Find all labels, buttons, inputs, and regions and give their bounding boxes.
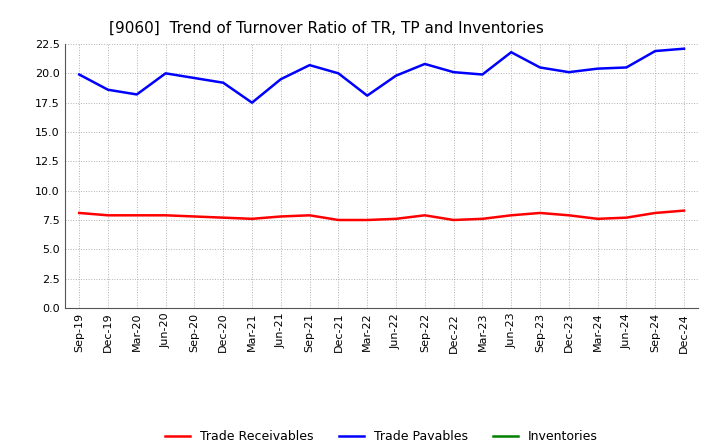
Trade Receivables [161,213,170,218]
Trade Receivables [219,215,228,220]
Trade Receivables [132,213,141,218]
Trade Payables [651,48,660,54]
Trade Payables [132,92,141,97]
Trade Payables [305,62,314,68]
Trade Payables [363,93,372,98]
Trade Payables [449,70,458,75]
Trade Receivables [305,213,314,218]
Trade Receivables [564,213,573,218]
Trade Payables [276,77,285,82]
Legend: Trade Receivables, Trade Payables, Inventories: Trade Receivables, Trade Payables, Inven… [161,425,603,440]
Trade Receivables [334,217,343,223]
Line: Trade Payables: Trade Payables [79,49,684,103]
Trade Payables [680,46,688,51]
Trade Payables [75,72,84,77]
Trade Receivables [507,213,516,218]
Trade Receivables [478,216,487,221]
Trade Payables [219,80,228,85]
Trade Payables [248,100,256,105]
Trade Receivables [75,210,84,216]
Trade Receivables [536,210,544,216]
Trade Payables [478,72,487,77]
Trade Receivables [363,217,372,223]
Trade Receivables [190,214,199,219]
Trade Payables [104,87,112,92]
Trade Receivables [622,215,631,220]
Trade Payables [564,70,573,75]
Trade Receivables [104,213,112,218]
Trade Payables [161,71,170,76]
Trade Receivables [593,216,602,221]
Text: [9060]  Trend of Turnover Ratio of TR, TP and Inventories: [9060] Trend of Turnover Ratio of TR, TP… [109,21,544,36]
Trade Receivables [392,216,400,221]
Trade Payables [420,61,429,66]
Trade Receivables [276,214,285,219]
Trade Payables [190,75,199,81]
Trade Payables [593,66,602,71]
Trade Payables [392,73,400,78]
Trade Receivables [248,216,256,221]
Trade Payables [507,50,516,55]
Trade Receivables [680,208,688,213]
Line: Trade Receivables: Trade Receivables [79,211,684,220]
Trade Receivables [449,217,458,223]
Trade Payables [334,71,343,76]
Trade Receivables [651,210,660,216]
Trade Payables [622,65,631,70]
Trade Payables [536,65,544,70]
Trade Receivables [420,213,429,218]
